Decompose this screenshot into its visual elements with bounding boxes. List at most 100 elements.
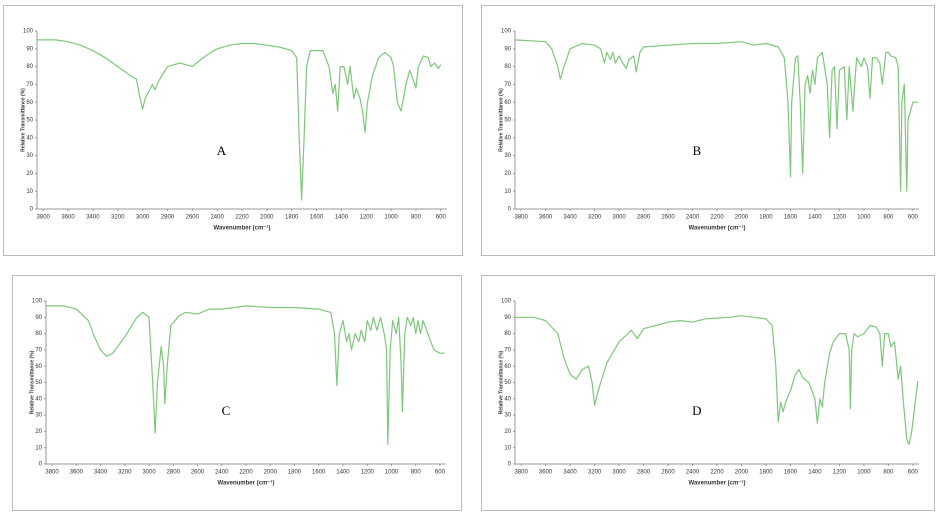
y-axis-title: Relative Transmittance (%) [20,88,26,152]
x-tick-label: 600 [908,215,919,221]
x-tick-label: 1000 [857,215,871,221]
x-tick-label: 1800 [288,470,302,476]
x-tick-label: 2200 [710,215,724,221]
x-tick-label: 3600 [70,470,84,476]
x-tick-label: 2600 [661,470,675,476]
x-tick-label: 1400 [808,470,822,476]
x-tick-label: 3200 [118,470,132,476]
x-tick-label: 3200 [111,215,125,221]
y-tick-label: 70 [35,347,42,353]
y-tick-label: 60 [26,100,33,106]
panel-label: D [692,403,701,418]
y-tick-label: 30 [26,153,33,159]
x-axis-title: Wavenumber (cm⁻¹) [689,225,746,232]
y-tick-label: 10 [35,445,42,451]
y-tick-label: 40 [35,396,42,402]
y-tick-label: 90 [26,46,33,52]
x-tick-label: 1600 [784,470,798,476]
x-tick-label: 800 [411,470,422,476]
y-tick-label: 60 [504,364,511,370]
x-tick-label: 3400 [563,215,577,221]
x-tick-label: 3200 [588,215,602,221]
y-tick-label: 0 [30,207,34,213]
x-tick-label: 3400 [94,470,108,476]
x-tick-label: 600 [435,470,446,476]
x-tick-label: 1800 [759,215,773,221]
y-tick-label: 80 [35,331,42,337]
panel-label: C [222,403,231,418]
x-tick-label: 3800 [514,215,528,221]
y-tick-label: 80 [504,64,511,70]
x-tick-label: 2600 [191,470,205,476]
x-tick-label: 1200 [360,215,374,221]
x-tick-label: 2800 [161,215,175,221]
y-tick-label: 80 [504,331,511,337]
x-tick-label: 2200 [235,215,249,221]
y-tick-label: 10 [504,445,511,451]
y-tick-label: 0 [39,462,43,468]
x-tick-label: 1000 [385,470,399,476]
panel [3,5,463,256]
x-tick-label: 1200 [361,470,375,476]
y-axis-title: Relative Transmittance (%) [498,88,504,152]
x-tick-label: 1600 [312,470,326,476]
x-axis-title: Wavenumber (cm⁻¹) [214,225,271,232]
x-tick-label: 2400 [686,470,700,476]
y-tick-label: 40 [26,135,33,141]
spectrum-line [515,315,919,445]
x-tick-label: 3400 [563,470,577,476]
x-tick-label: 2800 [637,215,651,221]
y-tick-label: 70 [504,347,511,353]
x-tick-label: 2600 [186,215,200,221]
y-tick-label: 70 [504,82,511,88]
spectrum-line [37,39,442,201]
spectrum-line [514,39,918,192]
y-tick-label: 60 [35,364,42,370]
x-tick-label: 3400 [86,215,100,221]
y-tick-label: 20 [26,171,33,177]
x-tick-label: 2400 [210,215,224,221]
y-axis-title: Relative Transmittance (%) [29,350,35,414]
y-tick-label: 50 [504,380,511,386]
y-tick-label: 20 [504,429,511,435]
x-tick-label: 1400 [336,470,350,476]
x-tick-label: 3600 [61,215,75,221]
x-tick-label: 3600 [539,215,553,221]
panel [481,5,935,256]
x-tick-label: 2200 [239,470,253,476]
x-tick-label: 1600 [310,215,324,221]
y-axis-title: Relative Transmittance (%) [498,350,504,414]
x-tick-label: 2000 [260,215,274,221]
x-tick-label: 3800 [45,470,59,476]
x-tick-label: 1000 [857,470,871,476]
y-tick-label: 100 [501,299,512,305]
x-tick-label: 1400 [335,215,349,221]
y-tick-label: 30 [35,413,42,419]
y-tick-label: 90 [35,315,42,321]
y-tick-label: 90 [504,315,511,321]
x-tick-label: 800 [883,215,894,221]
x-tick-label: 1800 [285,215,299,221]
y-tick-label: 10 [504,189,511,195]
x-tick-label: 1400 [808,215,822,221]
x-tick-label: 3000 [142,470,156,476]
x-tick-label: 2200 [710,470,724,476]
y-tick-label: 60 [504,100,511,106]
x-tick-label: 2800 [637,470,651,476]
x-axis-title: Wavenumber (cm⁻¹) [689,480,746,487]
x-tick-label: 600 [436,215,447,221]
y-tick-label: 20 [35,429,42,435]
y-tick-label: 40 [504,135,511,141]
x-tick-label: 3200 [588,470,602,476]
x-tick-label: 800 [411,215,422,221]
y-tick-label: 0 [508,207,512,213]
x-tick-label: 3800 [37,215,51,221]
x-tick-label: 800 [883,470,894,476]
y-tick-label: 30 [504,413,511,419]
x-tick-label: 3000 [612,215,626,221]
x-tick-label: 3000 [612,470,626,476]
y-tick-label: 0 [508,462,512,468]
x-tick-label: 3600 [539,470,553,476]
panel [481,275,935,511]
